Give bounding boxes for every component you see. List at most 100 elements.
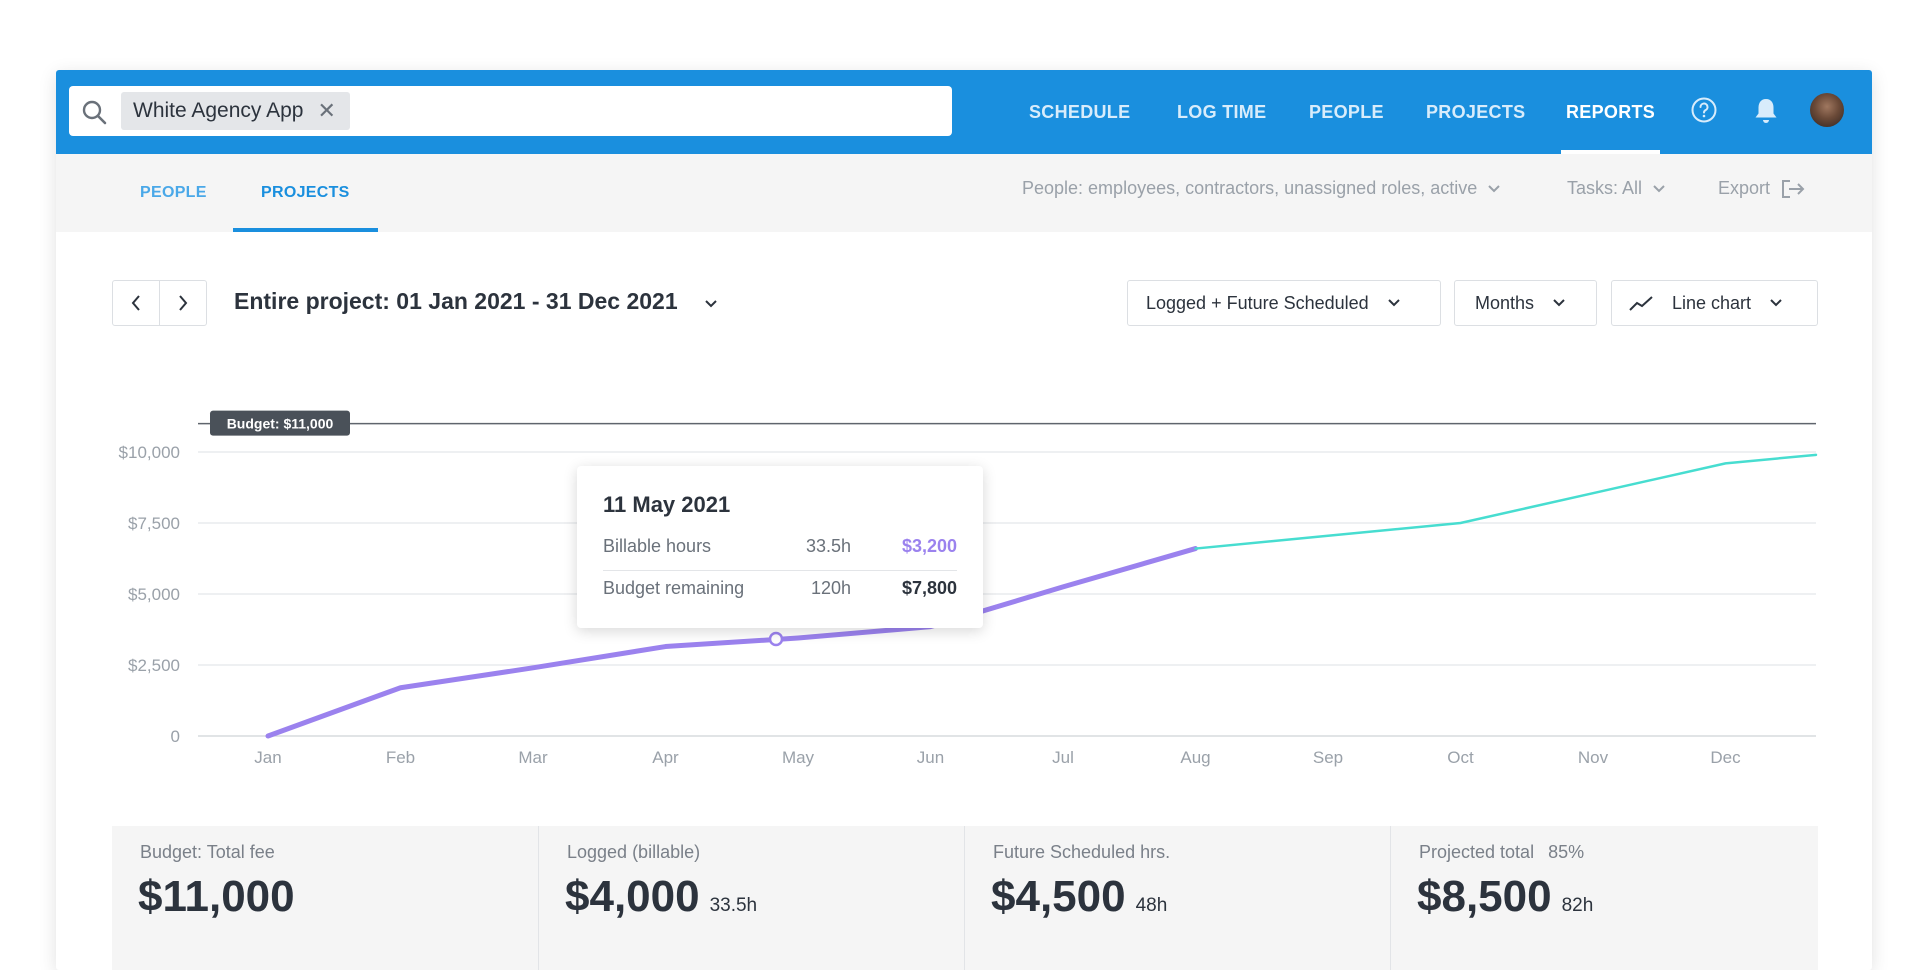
nav-label: REPORTS (1566, 101, 1656, 122)
x-tick-label: Dec (1710, 748, 1741, 767)
tasks-filter-dropdown[interactable]: Tasks: All (1567, 178, 1666, 199)
x-tick-label: Jul (1052, 748, 1074, 767)
remove-chip-icon[interactable]: ✕ (317, 98, 336, 123)
stat-hours: 48h (1135, 895, 1168, 916)
chart-type-label: Line chart (1672, 292, 1752, 313)
stat-label: Logged (billable) (567, 842, 701, 862)
period-dropdown[interactable]: Months (1454, 280, 1597, 326)
x-tick-label: Apr (652, 748, 679, 767)
x-tick-label: Mar (518, 748, 548, 767)
tooltip-date: 11 May 2021 (603, 492, 731, 517)
stat-amount: $4,500 (991, 872, 1126, 921)
x-tick-label: May (782, 748, 815, 767)
y-tick-label: $7,500 (128, 514, 180, 533)
stat-hours: 33.5h (709, 895, 758, 916)
export-icon (1782, 179, 1805, 198)
line-chart-icon (1629, 296, 1653, 311)
nav-label: PROJECTS (1426, 101, 1526, 122)
export-label: Export (1718, 178, 1771, 198)
stat-future-scheduled: Future Scheduled hrs. $4,500 48h (965, 826, 1391, 970)
budget-badge (210, 410, 350, 436)
user-avatar[interactable] (1810, 93, 1844, 127)
nav-log-time[interactable]: LOG TIME (1177, 70, 1266, 154)
stat-divider (1390, 826, 1391, 970)
export-button[interactable]: Export (1718, 178, 1806, 199)
x-tick-label: Nov (1578, 748, 1609, 767)
chart-tooltip: 11 May 2021 Billable hours 33.5h $3,200 … (577, 466, 983, 628)
stat-value: $4,000 33.5h (565, 872, 757, 922)
period-label: Months (1475, 292, 1535, 313)
highlight-point (768, 631, 784, 647)
y-tick-label: $10,000 (119, 443, 180, 462)
stat-label: Budget: Total fee (140, 842, 275, 862)
report-sub-navigation: PEOPLE PROJECTS People: employees, contr… (56, 154, 1872, 232)
stat-divider (964, 826, 965, 970)
data-mode-dropdown[interactable]: Logged + Future Scheduled (1127, 280, 1441, 326)
date-range-selector[interactable]: Entire project: 01 Jan 2021 - 31 Dec 202… (234, 288, 718, 315)
nav-projects[interactable]: PROJECTS (1426, 70, 1525, 154)
date-range-title: Entire project: 01 Jan 2021 - 31 Dec 202… (234, 288, 678, 314)
stat-amount: $8,500 (1417, 872, 1552, 921)
help-icon[interactable] (1690, 96, 1718, 124)
people-filter-label: People: employees, contractors, unassign… (1022, 178, 1478, 198)
app-window: White Agency App ✕ SCHEDULE LOG TIME PEO… (56, 70, 1872, 970)
search-icon (82, 100, 107, 125)
next-period-button[interactable] (159, 280, 207, 326)
x-tick-label: Jun (917, 748, 944, 767)
chevron-down-icon (1387, 299, 1400, 307)
y-tick-label: $5,000 (128, 585, 180, 604)
stat-percent: 85% (1548, 842, 1585, 862)
x-tick-label: Aug (1180, 748, 1210, 767)
chevron-left-icon (131, 295, 140, 311)
chip-label: White Agency App (133, 99, 304, 122)
stat-value: $11,000 (138, 872, 295, 922)
chevron-down-icon (1488, 184, 1500, 192)
tooltip-label: Billable hours (603, 536, 712, 556)
x-tick-label: Jan (254, 748, 281, 767)
budget-label: Budget: $11,000 (227, 416, 334, 432)
nav-label: PEOPLE (1309, 101, 1384, 122)
bell-icon[interactable] (1752, 96, 1780, 126)
subtab-projects[interactable]: PROJECTS (233, 154, 378, 232)
people-filter-dropdown[interactable]: People: employees, contractors, unassign… (1022, 178, 1501, 199)
chevron-down-icon (705, 300, 717, 308)
top-navigation-bar: White Agency App ✕ SCHEDULE LOG TIME PEO… (56, 70, 1872, 154)
subtab-label: PROJECTS (261, 184, 350, 201)
chevron-down-icon (1770, 299, 1782, 307)
nav-label: SCHEDULE (1029, 101, 1131, 122)
stat-projected-total: Projected total 85% $8,500 82h (1391, 826, 1818, 970)
chevron-right-icon (179, 295, 188, 311)
nav-reports[interactable]: REPORTS (1560, 70, 1661, 154)
x-tick-label: Oct (1447, 748, 1474, 767)
summary-stats: Budget: Total fee $11,000 Logged (billab… (112, 826, 1818, 970)
tasks-filter-label: Tasks: All (1567, 178, 1643, 198)
tooltip-amount: $3,200 (901, 536, 957, 556)
subtab-label: PEOPLE (140, 184, 207, 201)
x-tick-label: Feb (386, 748, 415, 767)
stat-label-text: Projected total (1419, 842, 1535, 862)
chevron-down-icon (1653, 184, 1665, 192)
stat-value: $4,500 48h (991, 872, 1167, 922)
subtab-people[interactable]: PEOPLE (140, 154, 207, 232)
stat-budget: Budget: Total fee $11,000 (112, 826, 538, 970)
nav-people[interactable]: PEOPLE (1309, 70, 1384, 154)
tooltip-row-billable: Billable hours 33.5h $3,200 (603, 528, 957, 566)
x-tick-label: Sep (1313, 748, 1343, 767)
tooltip-label: Budget remaining (603, 578, 745, 598)
y-tick-label: 0 (171, 727, 180, 746)
nav-schedule[interactable]: SCHEDULE (1029, 70, 1130, 154)
search-filter-chip[interactable]: White Agency App ✕ (121, 92, 350, 130)
stat-label: Future Scheduled hrs. (993, 842, 1171, 862)
chart-type-dropdown[interactable]: Line chart (1611, 280, 1818, 326)
stat-amount: $4,000 (565, 872, 700, 921)
previous-period-button[interactable] (112, 280, 160, 326)
nav-label: LOG TIME (1177, 101, 1267, 122)
search-input[interactable]: White Agency App ✕ (69, 86, 952, 136)
stat-value: $8,500 82h (1417, 872, 1593, 922)
stat-label: Projected total 85% (1419, 842, 1584, 863)
stat-hours: 82h (1561, 895, 1594, 916)
chevron-down-icon (1553, 299, 1565, 307)
tooltip-amount: $7,800 (901, 578, 957, 598)
logged-series-line (265, 546, 1198, 739)
data-mode-label: Logged + Future Scheduled (1146, 292, 1369, 313)
